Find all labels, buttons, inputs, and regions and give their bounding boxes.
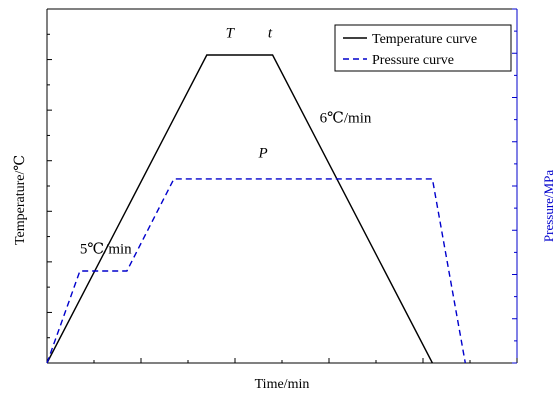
annotation-label: T (226, 25, 236, 41)
series-layer (46, 54, 466, 364)
axes-layer (46, 8, 518, 364)
series-line-temperature (46, 54, 434, 364)
annotation-label: 6℃/min (320, 110, 372, 126)
legend-label: Temperature curve (372, 32, 477, 47)
y-axis-label: Temperature/℃ (13, 155, 28, 245)
annotation-label: t (268, 25, 273, 41)
legend-label: Pressure curve (372, 53, 454, 68)
axis-label-layer: Time/min Temperature/℃ Pressure/MPa (13, 155, 556, 392)
annotation-label: P (258, 146, 268, 162)
legend: Temperature curve Pressure curve (334, 24, 512, 72)
annotation-label: 5℃/min (80, 241, 132, 257)
legend-box (334, 24, 512, 72)
y2-axis-label: Pressure/MPa (541, 170, 556, 242)
x-axis-label: Time/min (255, 377, 310, 392)
series-line-pressure (46, 178, 466, 364)
